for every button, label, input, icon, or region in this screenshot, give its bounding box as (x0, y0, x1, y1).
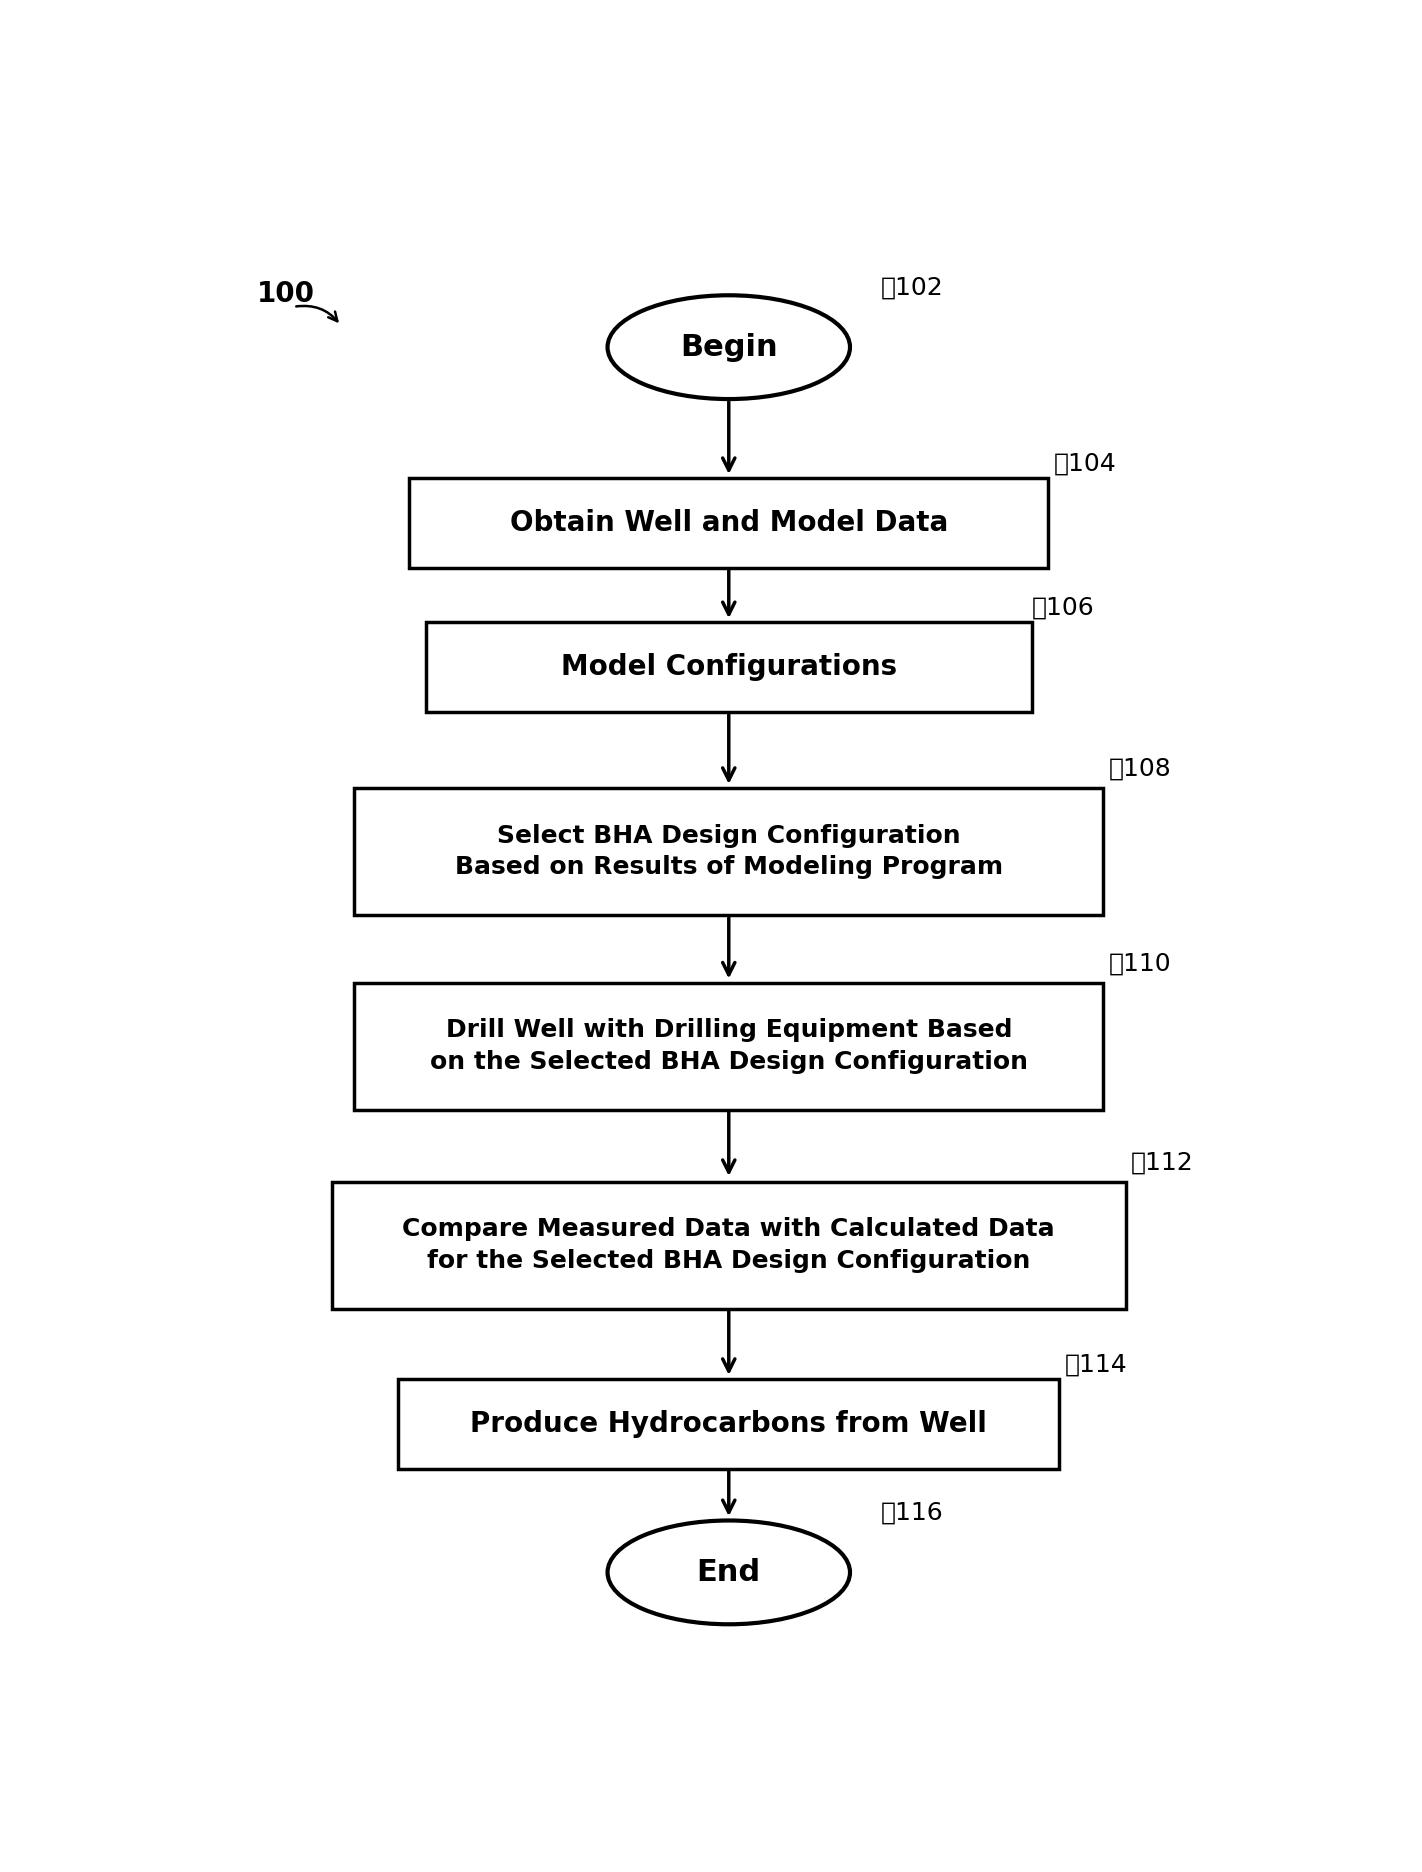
Text: ⌒112: ⌒112 (1130, 1151, 1194, 1174)
Text: Obtain Well and Model Data: Obtain Well and Model Data (509, 509, 948, 537)
FancyBboxPatch shape (333, 1181, 1126, 1309)
Text: Model Configurations: Model Configurations (560, 653, 897, 681)
Text: 100: 100 (257, 279, 316, 307)
Text: End: End (697, 1558, 761, 1587)
FancyBboxPatch shape (354, 983, 1103, 1110)
FancyBboxPatch shape (354, 788, 1103, 915)
Text: ⌒106: ⌒106 (1032, 595, 1095, 620)
Text: ⌒110: ⌒110 (1109, 951, 1172, 975)
Text: Select BHA Design Configuration
Based on Results of Modeling Program: Select BHA Design Configuration Based on… (455, 824, 1003, 880)
Ellipse shape (607, 296, 850, 399)
FancyBboxPatch shape (410, 479, 1048, 567)
Text: ⌒102: ⌒102 (880, 275, 944, 300)
FancyBboxPatch shape (398, 1380, 1059, 1470)
Text: Produce Hydrocarbons from Well: Produce Hydrocarbons from Well (471, 1410, 987, 1438)
Ellipse shape (607, 1520, 850, 1625)
Text: ⌒108: ⌒108 (1109, 756, 1172, 781)
Text: ⌒116: ⌒116 (880, 1501, 944, 1526)
Text: Begin: Begin (680, 333, 778, 361)
Text: Compare Measured Data with Calculated Data
for the Selected BHA Design Configura: Compare Measured Data with Calculated Da… (402, 1217, 1055, 1273)
Text: Drill Well with Drilling Equipment Based
on the Selected BHA Design Configuratio: Drill Well with Drilling Equipment Based… (429, 1018, 1028, 1075)
Text: ⌒104: ⌒104 (1054, 451, 1116, 475)
Text: ⌒114: ⌒114 (1065, 1352, 1128, 1376)
FancyBboxPatch shape (425, 623, 1032, 711)
